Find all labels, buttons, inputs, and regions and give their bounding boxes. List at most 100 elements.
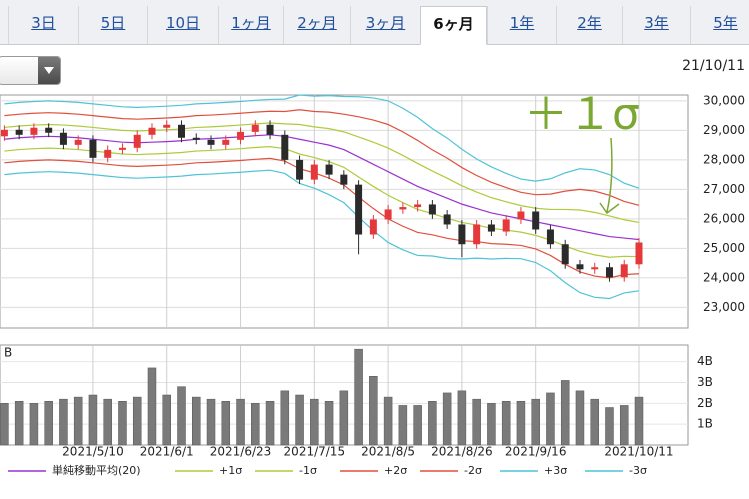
candle-body (30, 127, 38, 135)
candle-body (620, 264, 628, 278)
volume-bar (44, 401, 53, 446)
tab-bar: 3日 5日 10日 1ヶ月 2ヶ月 3ヶ月 6ヶ月 1年 2年 3年 5年 (0, 0, 749, 45)
band-line (4, 94, 640, 189)
candle-body (384, 209, 392, 220)
price-panel (0, 94, 689, 329)
candle-body (177, 124, 185, 138)
volume-bar (516, 401, 526, 446)
candle-body (561, 244, 569, 265)
legend-label: +2σ (384, 464, 407, 477)
candle-body (207, 139, 215, 145)
candle-body (310, 164, 318, 180)
volume-bar (339, 390, 349, 446)
y-tick-label: 26,000 (703, 211, 745, 225)
candle-body (59, 132, 67, 145)
volume-bar (546, 392, 555, 446)
dropdown-arrow (44, 67, 54, 74)
dropdown-button[interactable] (38, 57, 60, 84)
dropdown[interactable] (0, 56, 61, 85)
volume-bar (265, 401, 275, 446)
candle-body (89, 139, 97, 158)
volume-bar (132, 396, 142, 446)
x-tick-label: 2021/6/1 (140, 445, 194, 459)
y-tick-label: 30,000 (703, 93, 745, 107)
candle-body (15, 129, 23, 135)
tab[interactable]: 5年 (690, 6, 749, 44)
volume-bar (162, 394, 171, 446)
candle-body (458, 224, 466, 245)
tab[interactable]: 10日 (147, 6, 218, 44)
candle-body (0, 129, 8, 137)
volume-bar (310, 398, 319, 446)
tab[interactable]: 3日 (8, 6, 78, 44)
candle-body (355, 184, 363, 235)
volume-bar (29, 403, 39, 446)
candle-body (502, 219, 510, 232)
volume-bar (295, 394, 304, 446)
volume-bar (369, 376, 378, 446)
candle-body (414, 204, 422, 208)
candle-body (369, 219, 377, 235)
date: 21/10/11 (682, 58, 745, 74)
tab[interactable]: 1ヶ月 (218, 6, 283, 44)
candle-body (163, 124, 171, 128)
volume-bar (147, 367, 157, 446)
y-tick-label: 23,000 (703, 300, 745, 314)
candle-body (473, 224, 481, 245)
x-tick-label: 2021/6/23 (210, 445, 272, 459)
x-tick-label: 2021/9/16 (505, 445, 567, 459)
annotation-arrow (606, 137, 613, 213)
x-tick-label: 2021/8/26 (431, 445, 493, 459)
y-tick-label: 25,000 (703, 241, 745, 255)
legend-label: -3σ (629, 464, 647, 477)
legend-label: 単純移動平均(20) (52, 463, 141, 477)
volume-bar (383, 396, 393, 446)
legend-label: +1σ (219, 464, 242, 477)
y2-tick-label: 3B (697, 375, 713, 389)
volume-bar (487, 403, 496, 446)
candle-body (517, 211, 525, 220)
volume-bar (413, 405, 422, 446)
y-tick-label: 28,000 (703, 152, 745, 166)
x-tick-label: 2021/10/11 (604, 445, 673, 459)
tab[interactable]: 2年 (556, 6, 622, 44)
candle-body (605, 267, 613, 278)
candle-body (576, 264, 584, 270)
candle-body (325, 164, 333, 175)
y2-tick-label: 4B (697, 354, 713, 368)
tab[interactable]: 3年 (622, 6, 690, 44)
volume-bar (192, 396, 201, 446)
y-tick-label: 24,000 (703, 270, 745, 284)
volume-bar (472, 398, 481, 446)
volume-bar (88, 394, 98, 446)
volume-bar (575, 390, 585, 446)
volume-bar (324, 401, 334, 446)
tab[interactable]: 1年 (487, 6, 556, 44)
candle-body (340, 174, 348, 185)
candle-body (104, 149, 112, 158)
volume-bar (531, 398, 540, 446)
candle-body (148, 127, 156, 135)
x-tick-label: 2021/8/5 (361, 445, 415, 459)
candle-body (251, 124, 259, 132)
candle-body (428, 204, 436, 215)
volume-bar (103, 398, 112, 446)
tab[interactable]: 2ヶ月 (283, 6, 350, 44)
tab[interactable]: 3ヶ月 (350, 6, 420, 44)
volume-bar (398, 405, 408, 446)
volume-bar (428, 401, 437, 446)
volume-bar (118, 401, 127, 446)
candle-body (399, 207, 407, 210)
band-line (4, 169, 640, 300)
tab[interactable]: 6ヶ月 (420, 6, 487, 45)
volume-bar (634, 396, 644, 446)
volume-bar (442, 392, 452, 446)
tab[interactable]: 5日 (78, 6, 147, 44)
volume-bar (251, 403, 260, 446)
candle-body (635, 242, 643, 265)
x-tick-label: 2021/5/10 (62, 445, 124, 459)
legend-label: -1σ (299, 464, 317, 477)
annotation: ＋１σ (524, 89, 640, 140)
volume-label: B (4, 346, 12, 360)
